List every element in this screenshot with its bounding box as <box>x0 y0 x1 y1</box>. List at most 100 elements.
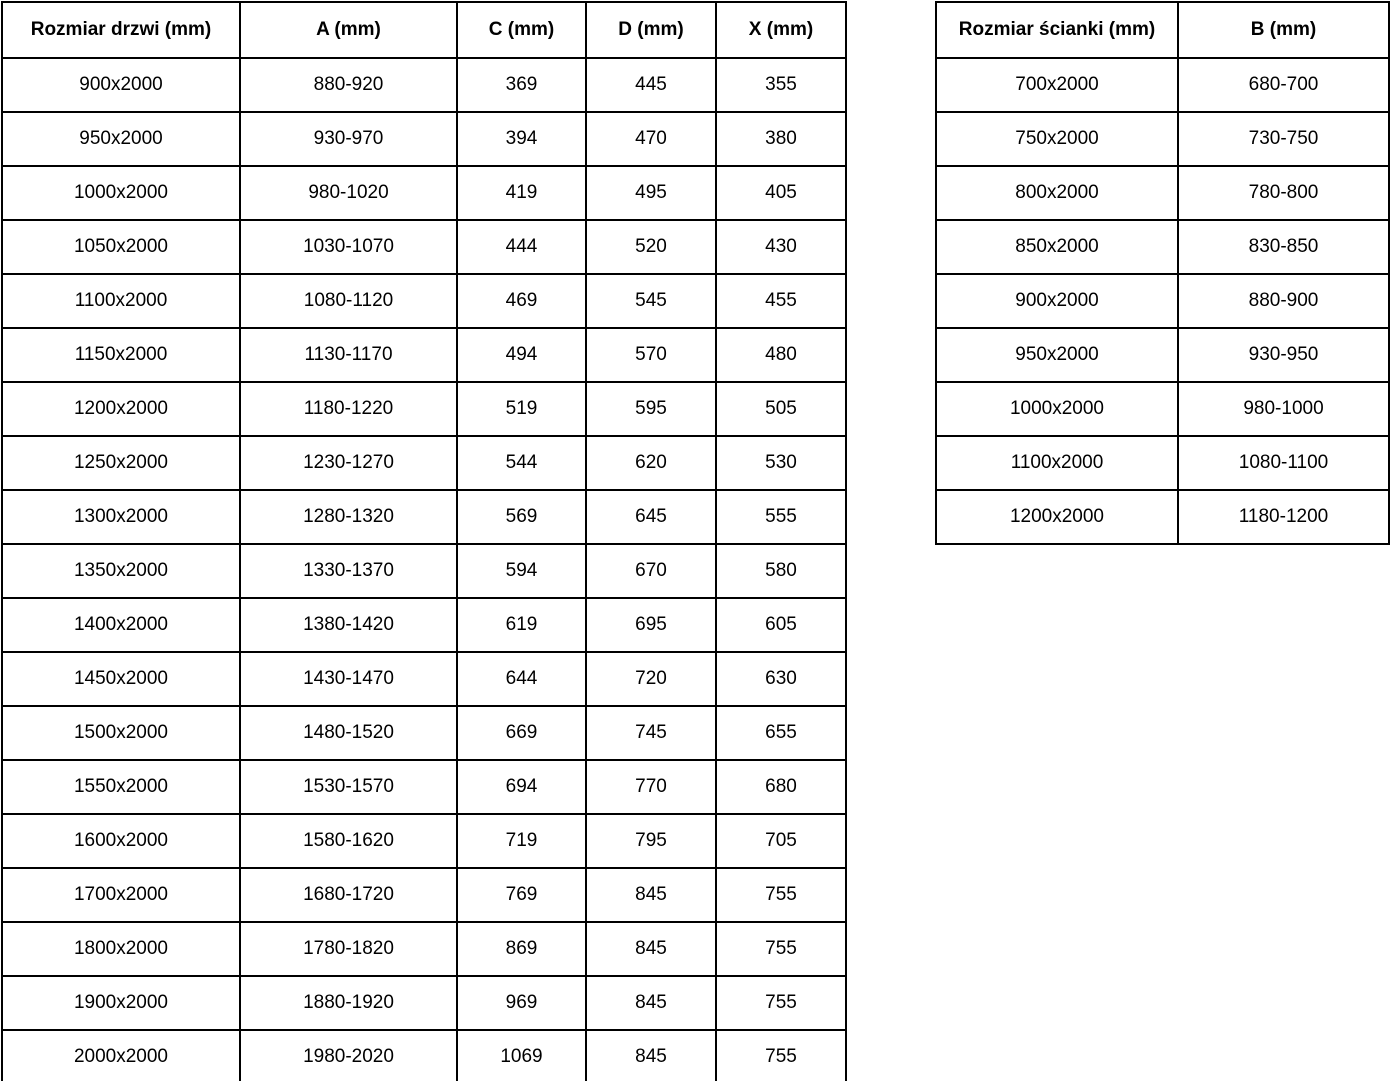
table-cell: 620 <box>585 435 717 491</box>
table-row: 800x2000 780-800 <box>935 165 1390 221</box>
table-cell: 1030-1070 <box>239 219 458 275</box>
table-cell: 1350x2000 <box>1 543 241 599</box>
table-cell: 1069 <box>456 1029 587 1081</box>
table-cell: 1180-1200 <box>1177 489 1390 545</box>
table-cell: 1130-1170 <box>239 327 458 383</box>
header-row: Rozmiar ścianki (mm) B (mm) <box>935 1 1390 59</box>
table-cell: 669 <box>456 705 587 761</box>
table-cell: 430 <box>715 219 847 275</box>
table-row: 1150x2000 1130-1170 494 570 480 <box>1 327 847 383</box>
table-cell: 1150x2000 <box>1 327 241 383</box>
table-cell: 695 <box>585 597 717 653</box>
table-cell: 1800x2000 <box>1 921 241 977</box>
table-cell: 845 <box>585 1029 717 1081</box>
table-cell: 900x2000 <box>1 57 241 113</box>
table-row: 900x2000 880-900 <box>935 273 1390 329</box>
table-cell: 355 <box>715 57 847 113</box>
table-cell: 369 <box>456 57 587 113</box>
table-cell: 470 <box>585 111 717 167</box>
table-cell: 630 <box>715 651 847 707</box>
table-row: 1100x2000 1080-1100 <box>935 435 1390 491</box>
table-cell: 495 <box>585 165 717 221</box>
table-cell: 619 <box>456 597 587 653</box>
table-row: 1450x2000 1430-1470 644 720 630 <box>1 651 847 707</box>
table-row: 1200x2000 1180-1200 <box>935 489 1390 545</box>
table-row: 1350x2000 1330-1370 594 670 580 <box>1 543 847 599</box>
table-row: 1600x2000 1580-1620 719 795 705 <box>1 813 847 869</box>
table-cell: 969 <box>456 975 587 1031</box>
table-cell: 1000x2000 <box>935 381 1179 437</box>
table-cell: 520 <box>585 219 717 275</box>
table-cell: 880-920 <box>239 57 458 113</box>
column-header: X (mm) <box>715 1 847 59</box>
table-cell: 1430-1470 <box>239 651 458 707</box>
table-row: 750x2000 730-750 <box>935 111 1390 167</box>
table-cell: 880-900 <box>1177 273 1390 329</box>
table-cell: 494 <box>456 327 587 383</box>
table-row: 1200x2000 1180-1220 519 595 505 <box>1 381 847 437</box>
table-row: 1900x2000 1880-1920 969 845 755 <box>1 975 847 1031</box>
table-cell: 605 <box>715 597 847 653</box>
table-cell: 1250x2000 <box>1 435 241 491</box>
table-row: 1000x2000 980-1020 419 495 405 <box>1 165 847 221</box>
table-cell: 1300x2000 <box>1 489 241 545</box>
table-cell: 850x2000 <box>935 219 1179 275</box>
table-row: 1800x2000 1780-1820 869 845 755 <box>1 921 847 977</box>
table-row: 1000x2000 980-1000 <box>935 381 1390 437</box>
table-cell: 980-1020 <box>239 165 458 221</box>
table-cell: 655 <box>715 705 847 761</box>
table-cell: 770 <box>585 759 717 815</box>
table-cell: 720 <box>585 651 717 707</box>
table-row: 850x2000 830-850 <box>935 219 1390 275</box>
table-cell: 869 <box>456 921 587 977</box>
table-row: 950x2000 930-970 394 470 380 <box>1 111 847 167</box>
table-cell: 780-800 <box>1177 165 1390 221</box>
table-cell: 1280-1320 <box>239 489 458 545</box>
table-cell: 755 <box>715 975 847 1031</box>
column-header: D (mm) <box>585 1 717 59</box>
table-cell: 519 <box>456 381 587 437</box>
table-cell: 1600x2000 <box>1 813 241 869</box>
table-row: 1050x2000 1030-1070 444 520 430 <box>1 219 847 275</box>
table-cell: 755 <box>715 921 847 977</box>
table-cell: 700x2000 <box>935 57 1179 113</box>
table-cell: 755 <box>715 867 847 923</box>
column-header: B (mm) <box>1177 1 1390 59</box>
table-cell: 1230-1270 <box>239 435 458 491</box>
table-cell: 1180-1220 <box>239 381 458 437</box>
table-cell: 380 <box>715 111 847 167</box>
table-cell: 645 <box>585 489 717 545</box>
table-cell: 930-970 <box>239 111 458 167</box>
table-cell: 1530-1570 <box>239 759 458 815</box>
table-cell: 1580-1620 <box>239 813 458 869</box>
table-cell: 555 <box>715 489 847 545</box>
table-row: 2000x2000 1980-2020 1069 845 755 <box>1 1029 847 1081</box>
table-cell: 1400x2000 <box>1 597 241 653</box>
column-header: Rozmiar ścianki (mm) <box>935 1 1179 59</box>
table-cell: 480 <box>715 327 847 383</box>
table-row: 1550x2000 1530-1570 694 770 680 <box>1 759 847 815</box>
table-cell: 445 <box>585 57 717 113</box>
table-cell: 1980-2020 <box>239 1029 458 1081</box>
table-cell: 730-750 <box>1177 111 1390 167</box>
table-cell: 1080-1120 <box>239 273 458 329</box>
table-cell: 1000x2000 <box>1 165 241 221</box>
table-cell: 1680-1720 <box>239 867 458 923</box>
table-cell: 670 <box>585 543 717 599</box>
table-cell: 580 <box>715 543 847 599</box>
table-cell: 1050x2000 <box>1 219 241 275</box>
table-cell: 469 <box>456 273 587 329</box>
column-header: Rozmiar drzwi (mm) <box>1 1 241 59</box>
door-size-table: Rozmiar drzwi (mm) A (mm) C (mm) D (mm) X (m… <box>1 1 847 1081</box>
table-cell: 419 <box>456 165 587 221</box>
table-cell: 1480-1520 <box>239 705 458 761</box>
table-row: 950x2000 930-950 <box>935 327 1390 383</box>
table-cell: 1900x2000 <box>1 975 241 1031</box>
table-cell: 900x2000 <box>935 273 1179 329</box>
table-cell: 570 <box>585 327 717 383</box>
wall-size-table: Rozmiar ścianki (mm) B (mm) 700x2000 680-70… <box>935 1 1390 545</box>
table-cell: 800x2000 <box>935 165 1179 221</box>
table-row: 1400x2000 1380-1420 619 695 605 <box>1 597 847 653</box>
table-cell: 719 <box>456 813 587 869</box>
